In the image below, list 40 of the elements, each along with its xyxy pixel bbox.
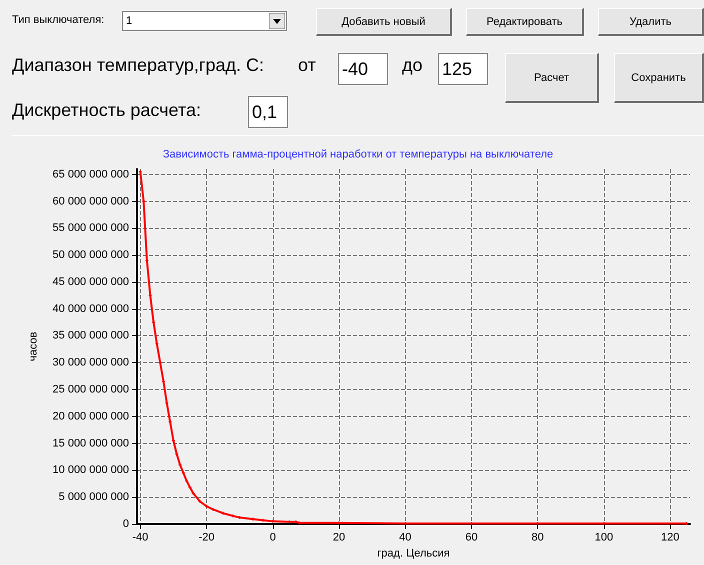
y-tick-label: 65 000 000 000 <box>52 168 129 180</box>
y-tick-label: 30 000 000 000 <box>52 356 129 369</box>
y-tick-label: 40 000 000 000 <box>52 302 129 315</box>
button: Добавить новый <box>316 8 452 36</box>
chart-title: Зависимость гамма-процентной наработки от температуры на выключателе <box>162 148 554 160</box>
y-tick-label: 60 000 000 000 <box>52 195 129 208</box>
x-tick-label: -40 <box>132 532 148 544</box>
text: Дискретность расчета: <box>12 99 202 122</box>
y-tick-label: 50 000 000 000 <box>52 249 129 262</box>
x-tick-label: 80 <box>532 532 544 544</box>
text: Диапазон температур,град. С: <box>12 54 264 77</box>
button: Сохранить <box>614 53 704 103</box>
y-tick-label: 15 000 000 000 <box>52 437 129 450</box>
text: до <box>402 54 423 77</box>
dropdown: 1 <box>122 11 287 31</box>
text: Тип выключателя: <box>12 13 104 28</box>
y-tick-label: 10 000 000 000 <box>52 464 129 476</box>
button: Расчет <box>505 53 599 103</box>
y-tick-label: 45 000 000 000 <box>52 276 129 288</box>
x-tick-label: -20 <box>198 532 214 544</box>
x-axis-title: град. Цельсия <box>377 547 450 560</box>
text-field: 0,1 <box>248 96 288 128</box>
y-tick-label: 20 000 000 000 <box>52 410 129 422</box>
text: от <box>298 54 316 77</box>
button: Редактировать <box>466 8 584 36</box>
x-tick-label: 60 <box>465 532 478 544</box>
x-tick-label: 120 <box>660 532 680 544</box>
x-tick-label: 100 <box>594 532 614 544</box>
y-tick-label: 5 000 000 000 <box>58 491 129 504</box>
text-field: -40 <box>338 53 388 85</box>
y-tick-label: 55 000 000 000 <box>52 222 129 234</box>
y-tick-label: 0 <box>122 518 129 530</box>
x-tick-label: 40 <box>399 532 412 544</box>
y-tick-label: 25 000 000 000 <box>52 384 129 396</box>
y-tick-label: 35 000 000 000 <box>52 330 129 342</box>
y-axis-title: часов <box>28 332 40 362</box>
text-field: 125 <box>438 53 488 85</box>
x-tick-label: 0 <box>270 532 276 544</box>
x-tick-label: 20 <box>332 532 346 544</box>
button: Удалить <box>598 8 704 36</box>
